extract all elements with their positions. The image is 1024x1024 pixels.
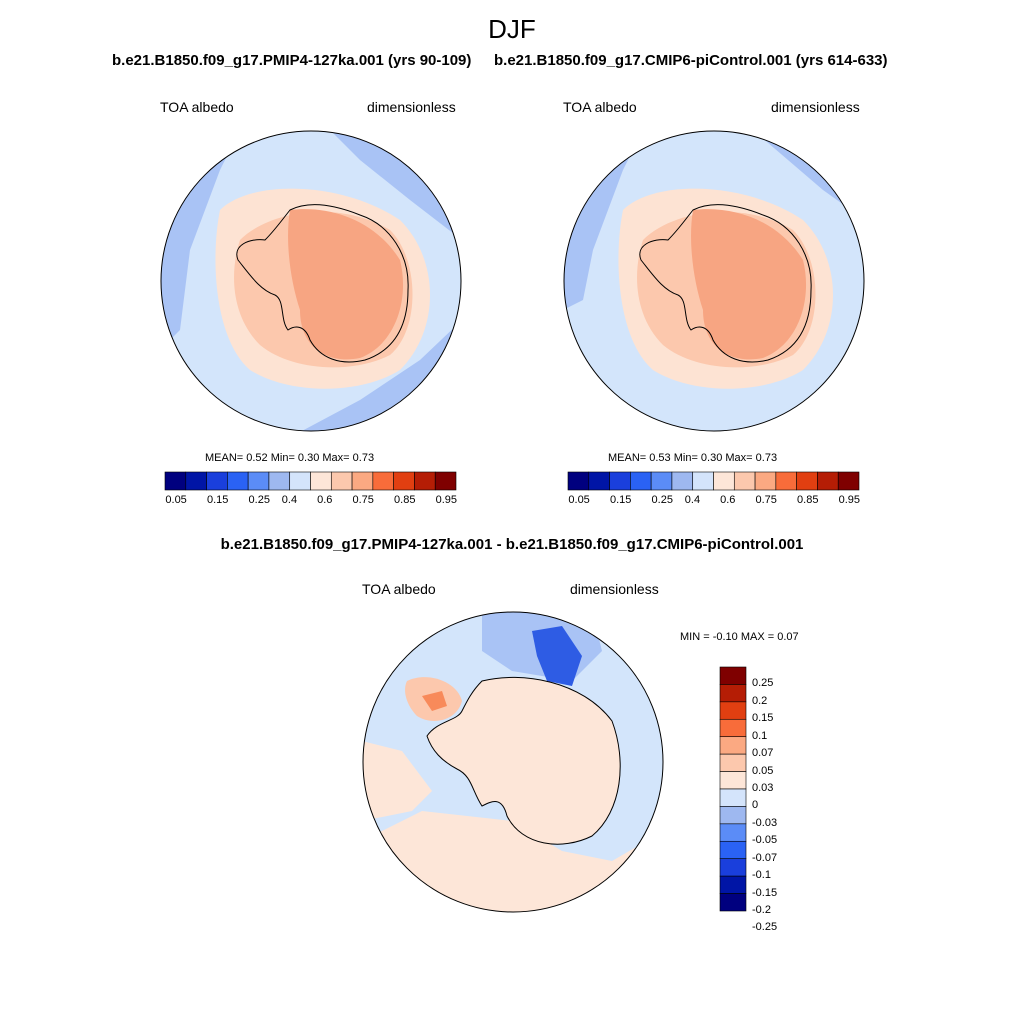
- colorbar-box: [692, 471, 714, 491]
- colorbar-tick-label: -0.1: [752, 869, 771, 882]
- diff-panel-variable-label: TOA albedo: [362, 581, 436, 597]
- diff-panel-map: [362, 611, 664, 913]
- colorbar-tick-label: -0.25: [752, 921, 778, 934]
- colorbar-tick-label: 0.15: [609, 494, 632, 506]
- colorbar-box: [719, 788, 747, 807]
- colorbar-tick-label: 0.4: [684, 494, 701, 506]
- colorbar-tick-label: 0.85: [797, 494, 819, 506]
- diff-panel-units-label: dimensionless: [570, 581, 659, 597]
- colorbar-box: [330, 471, 353, 491]
- colorbar-tick-label: 0.05: [752, 764, 774, 777]
- panel-2-units-label: dimensionless: [771, 99, 860, 115]
- colorbar-box: [310, 471, 332, 491]
- panel-2-coastline: [639, 204, 812, 363]
- colorbar-box: [719, 840, 747, 860]
- colorbar-box: [185, 471, 207, 491]
- colorbar-box: [719, 893, 747, 912]
- colorbar-box: [393, 471, 415, 491]
- colorbar-box: [609, 471, 631, 491]
- colorbar-box: [719, 701, 747, 720]
- colorbar-box: [733, 471, 756, 491]
- colorbar-box: [588, 471, 610, 491]
- colorbar-tick-label: 0.05: [568, 494, 590, 506]
- diff-panel-subtitle: b.e21.B1850.f09_g17.PMIP4-127ka.001 - b.…: [220, 536, 804, 553]
- colorbar-box: [719, 875, 747, 894]
- panel-2-map: [563, 130, 865, 432]
- colorbar-box: [837, 471, 860, 491]
- colorbar-tick-label: 0.05: [165, 494, 187, 506]
- panel-1-colorbar: [164, 471, 457, 491]
- colorbar-tick-label: 0.6: [317, 494, 333, 506]
- colorbar-box: [719, 684, 747, 703]
- colorbar-tick-label: -0.2: [752, 904, 771, 916]
- panel-1-coastline: [236, 204, 409, 363]
- colorbar-box: [268, 471, 291, 491]
- colorbar-tick-label: 0.2: [752, 694, 768, 707]
- colorbar-tick-label: -0.03: [752, 816, 778, 829]
- colorbar-tick-label: 0.15: [752, 712, 774, 725]
- colorbar-tick-label: 0.25: [248, 494, 270, 506]
- colorbar-box: [796, 471, 818, 491]
- colorbar-tick-label: 0.95: [838, 494, 861, 506]
- colorbar-box: [719, 736, 747, 755]
- figure-title: DJF: [488, 14, 536, 44]
- colorbar-tick-label: 0.03: [752, 782, 774, 794]
- colorbar-tick-label: 0.95: [435, 494, 458, 506]
- diff-panel-colorbar: [719, 666, 747, 912]
- colorbar-box: [671, 471, 694, 491]
- panel-2-stats: MEAN= 0.53 Min= 0.30 Max= 0.73: [608, 452, 778, 464]
- colorbar-tick-label: 0: [752, 799, 759, 812]
- colorbar-box: [713, 471, 735, 491]
- colorbar-box: [719, 823, 747, 842]
- panel-2-variable-label: TOA albedo: [563, 99, 637, 115]
- colorbar-tick-label: -0.07: [752, 851, 778, 864]
- colorbar-box: [719, 771, 747, 790]
- panel-2-colorbar: [567, 471, 860, 491]
- colorbar-box: [719, 718, 747, 738]
- colorbar-box: [414, 471, 436, 491]
- colorbar-box: [754, 471, 777, 491]
- colorbar-tick-label: 0.85: [394, 494, 416, 506]
- colorbar-box: [227, 471, 249, 491]
- colorbar-box: [630, 471, 652, 491]
- colorbar-tick-label: 0.75: [755, 494, 777, 506]
- colorbar-tick-label: 0.07: [752, 747, 774, 760]
- colorbar-tick-label: 0.4: [281, 494, 298, 506]
- colorbar-box: [434, 471, 457, 491]
- colorbar-tick-label: -0.05: [752, 834, 778, 847]
- panel-1-stats: MEAN= 0.52 Min= 0.30 Max= 0.73: [205, 452, 375, 464]
- colorbar-box: [247, 471, 270, 491]
- colorbar-box: [719, 806, 747, 825]
- panel-1-map: [160, 130, 462, 432]
- colorbar-box: [719, 858, 747, 877]
- diff-panel-coastline: [426, 676, 621, 845]
- colorbar-tick-label: 0.15: [206, 494, 229, 506]
- colorbar-box: [817, 471, 839, 491]
- colorbar-tick-label: 0.75: [352, 494, 374, 506]
- colorbar-tick-label: 0.25: [651, 494, 673, 506]
- colorbar-box: [719, 753, 747, 772]
- panel-2-subtitle: b.e21.B1850.f09_g17.CMIP6-piControl.001 …: [494, 52, 888, 69]
- colorbar-tick-label: 0.25: [752, 677, 774, 690]
- colorbar-box: [206, 471, 228, 491]
- colorbar-box: [289, 471, 311, 491]
- colorbar-box: [372, 471, 394, 491]
- colorbar-tick-label: 0.6: [720, 494, 736, 506]
- colorbar-box: [719, 666, 747, 685]
- colorbar-tick-label: 0.1: [752, 729, 768, 742]
- colorbar-box: [351, 471, 374, 491]
- colorbar-box: [775, 471, 797, 491]
- panel-1-variable-label: TOA albedo: [160, 99, 234, 115]
- panel-1-units-label: dimensionless: [367, 99, 456, 115]
- panel-1-subtitle: b.e21.B1850.f09_g17.PMIP4-127ka.001 (yrs…: [112, 52, 472, 69]
- colorbar-box: [567, 471, 590, 491]
- colorbar-tick-label: -0.15: [752, 886, 778, 899]
- colorbar-box: [650, 471, 673, 491]
- colorbar-box: [164, 471, 187, 491]
- diff-panel-stats: MIN = -0.10 MAX = 0.07: [680, 631, 799, 643]
